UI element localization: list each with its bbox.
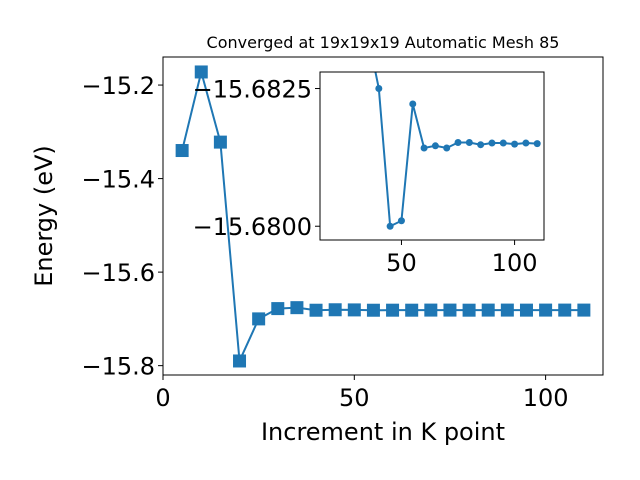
main-data-point: [424, 303, 438, 317]
main-data-point: [577, 303, 591, 317]
main-data-point: [271, 302, 285, 316]
main-x-tick-label: 0: [155, 384, 170, 412]
x-axis-label: Increment in K point: [261, 418, 505, 446]
main-data-point: [481, 303, 495, 317]
main-data-point: [290, 301, 304, 315]
main-data-point: [500, 303, 514, 317]
main-y-tick-label: −15.4: [81, 166, 155, 194]
main-y-tick-label: −15.2: [81, 72, 155, 100]
inset-x-tick-label: 100: [492, 249, 538, 277]
chart-title: Converged at 19x19x19 Automatic Mesh 85: [207, 33, 560, 52]
main-x-tick-label: 50: [339, 384, 370, 412]
inset-data-point: [375, 85, 383, 93]
main-data-point: [252, 312, 266, 326]
main-data-point: [175, 144, 189, 158]
main-data-point: [194, 65, 208, 79]
main-series-line: [181, 71, 584, 365]
main-data-point: [233, 354, 247, 368]
main-chart: Converged at 19x19x19 Automatic Mesh 85 …: [30, 33, 604, 446]
inset-chart: 50 100 −15.6825 −15.6800: [193, 71, 545, 277]
main-series-layer: [175, 65, 591, 368]
inset-data-point: [397, 217, 405, 225]
inset-data-point: [499, 139, 507, 147]
inset-y-tick-label: −15.6800: [193, 213, 312, 241]
main-data-point: [366, 303, 380, 317]
main-data-point: [309, 303, 323, 317]
main-data-point: [405, 303, 419, 317]
inset-data-point: [443, 144, 451, 152]
y-axis-label: Energy (eV): [30, 145, 58, 287]
inset-data-point: [386, 222, 394, 230]
main-axis-ticks: 0 50 100 −15.2 −15.4 −15.6 −15.8: [81, 72, 568, 412]
main-data-point: [347, 303, 361, 317]
inset-series-line: [374, 72, 538, 228]
main-data-point: [539, 303, 553, 317]
inset-data-point: [477, 141, 485, 149]
inset-data-point: [465, 139, 473, 147]
inset-plot-frame: [319, 71, 545, 241]
inset-data-point: [522, 139, 530, 147]
main-plot-frame: [162, 56, 604, 376]
main-data-point: [443, 303, 457, 317]
inset-series-layer: [374, 72, 541, 230]
main-data-point: [213, 135, 227, 149]
main-y-tick-label: −15.8: [81, 353, 155, 381]
main-data-point: [328, 303, 342, 317]
inset-data-point: [511, 140, 519, 148]
main-data-point: [462, 303, 476, 317]
inset-x-tick-label: 50: [386, 249, 417, 277]
main-y-tick-label: −15.6: [81, 259, 155, 287]
inset-data-point: [533, 140, 541, 148]
inset-data-point: [420, 144, 428, 152]
inset-data-point: [488, 139, 496, 147]
inset-axis-ticks: 50 100 −15.6825 −15.6800: [193, 76, 538, 277]
main-data-point: [386, 303, 400, 317]
inset-background: [320, 72, 544, 240]
inset-data-point: [431, 142, 439, 150]
main-data-point: [558, 303, 572, 317]
main-data-point: [519, 303, 533, 317]
inset-data-point: [409, 100, 417, 108]
main-x-tick-label: 100: [523, 384, 569, 412]
inset-y-tick-label: −15.6825: [193, 76, 312, 104]
inset-data-point: [454, 139, 462, 147]
